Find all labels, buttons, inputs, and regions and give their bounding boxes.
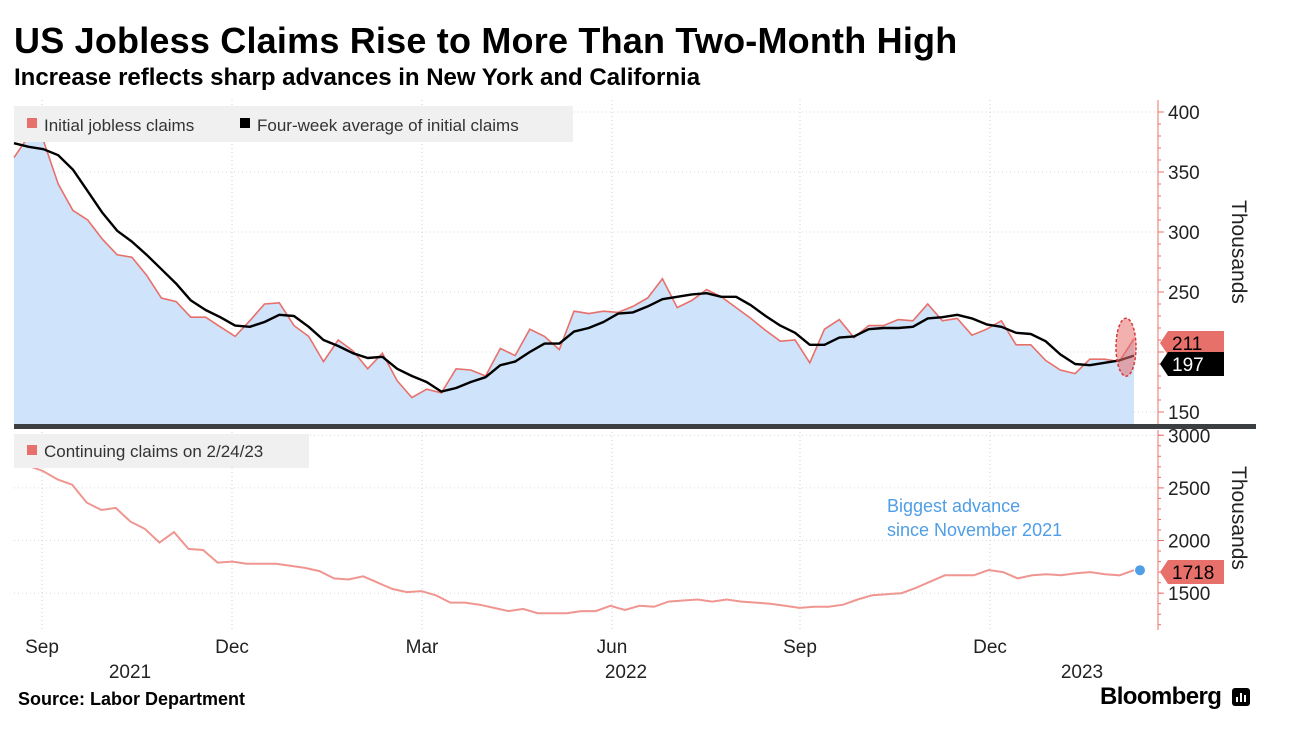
value-tag-shape (1160, 560, 1224, 584)
y-tick-label: 300 (1168, 223, 1200, 244)
annotation-line-1: Biggest advance (887, 496, 1020, 516)
bloomberg-terminal-icon (1232, 688, 1250, 706)
legend-swatch-continuing-claims (27, 445, 37, 455)
y-tick-label: 2500 (1168, 479, 1210, 500)
y-tick-label: 250 (1168, 283, 1200, 304)
legend-background (14, 106, 573, 142)
value-tag-label: 211 (1172, 334, 1202, 355)
y-tick-label: 150 (1168, 403, 1200, 424)
x-tick-label: Mar (406, 637, 439, 658)
legend-swatch-initial-claims (27, 118, 37, 128)
value-tag-label: 197 (1172, 355, 1204, 376)
bloomberg-logo: Bloomberg (1100, 683, 1222, 710)
x-tick-label: Dec (215, 637, 249, 658)
value-tag-label: 1718 (1172, 563, 1214, 584)
x-year-label: 2021 (109, 662, 151, 683)
chart-title: US Jobless Claims Rise to More Than Two-… (14, 20, 958, 61)
source-note: Source: Labor Department (18, 689, 246, 709)
x-tick-label: Jun (597, 637, 628, 658)
y-axis-title-bottom: Thousands (1227, 466, 1250, 570)
axes: 1502002503003504001500200025003000Thousa… (14, 100, 1256, 683)
legend-label-continuing-claims: Continuing claims on 2/24/23 (44, 442, 263, 461)
x-tick-label: Sep (25, 637, 59, 658)
panel-divider (14, 424, 1256, 429)
x-tick-label: Sep (783, 637, 817, 658)
legend-continuing-claims: Continuing claims on 2/24/23 (14, 434, 309, 468)
four-week-average-line (13, 142, 1135, 393)
annotation-line-2: since November 2021 (887, 520, 1062, 540)
continuing-claims-line (13, 464, 1135, 615)
legend-initial-claims: Initial jobless claims Four-week average… (14, 106, 573, 142)
chart-subtitle: Increase reflects sharp advances in New … (14, 64, 701, 91)
legend-label-initial-claims: Initial jobless claims (44, 116, 194, 135)
value-tag-shape (1160, 331, 1224, 355)
y-tick-label: 350 (1168, 163, 1200, 184)
biggest-advance-marker (1135, 565, 1145, 576)
value-tag-initial-claims: 211 (1160, 331, 1224, 355)
value-tag-four-week-average: 197 (1160, 352, 1224, 376)
y-tick-label: 1500 (1168, 584, 1210, 605)
x-year-label: 2023 (1061, 662, 1103, 683)
initial-claims-area (14, 136, 1134, 424)
value-tag-continuing-claims: 1718 (1160, 560, 1224, 584)
y-tick-label: 400 (1168, 103, 1200, 124)
y-axis-title-top: Thousands (1227, 200, 1250, 304)
legend-label-four-week-average: Four-week average of initial claims (257, 116, 519, 135)
annotation-biggest-advance: Biggest advance since November 2021 (887, 496, 1062, 540)
legend-background (14, 434, 309, 468)
initial-claims-line (13, 135, 1135, 399)
x-year-label: 2022 (605, 662, 647, 683)
x-tick-label: Dec (973, 637, 1007, 658)
initial-claims-panel (13, 135, 1137, 424)
y-tick-label: 3000 (1168, 426, 1210, 447)
latest-week-highlight (1115, 317, 1137, 377)
continuing-claims-panel (13, 464, 1145, 615)
legend-swatch-four-week-average (240, 118, 250, 128)
y-tick-label: 2000 (1168, 532, 1210, 553)
value-tag-shape (1160, 352, 1224, 376)
